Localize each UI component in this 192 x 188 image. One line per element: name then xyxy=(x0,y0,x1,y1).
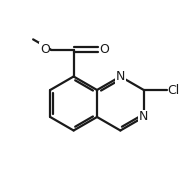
Text: N: N xyxy=(116,70,125,83)
Text: O: O xyxy=(40,43,50,56)
Text: O: O xyxy=(99,43,109,56)
Text: N: N xyxy=(139,111,148,124)
Text: Cl: Cl xyxy=(168,83,180,96)
